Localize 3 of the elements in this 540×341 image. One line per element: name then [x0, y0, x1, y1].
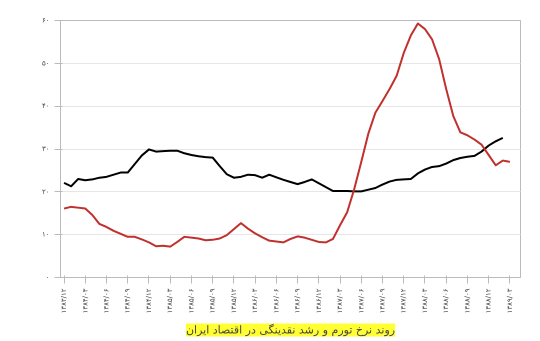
line-series: [63, 22, 511, 248]
text: روند نرخ تورم و رشد نقدینگی در اقتصاد ایران: [186, 324, 396, 336]
line-series: [63, 136, 504, 192]
